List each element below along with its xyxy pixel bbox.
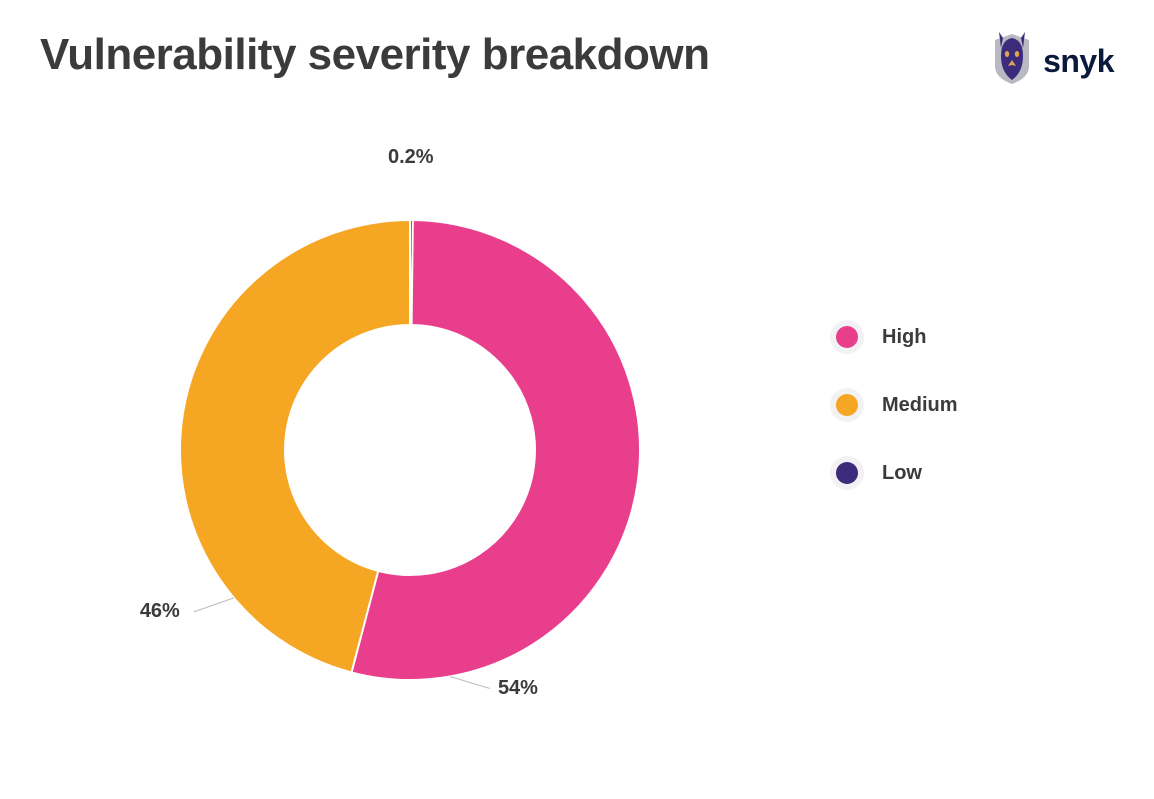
legend-label: Medium [882, 394, 958, 417]
legend-item-low: Low [830, 456, 958, 490]
legend-swatch-high [830, 320, 864, 354]
slice-label: 54% [498, 677, 538, 700]
legend: High Medium Low [830, 320, 958, 490]
legend-item-medium: Medium [830, 388, 958, 422]
slice-label: 46% [140, 600, 180, 623]
legend-label: High [882, 326, 926, 349]
page-title: Vulnerability severity breakdown [40, 30, 710, 80]
legend-swatch-low [830, 456, 864, 490]
brand-logo: snyk [989, 30, 1114, 91]
donut-chart: 0.2%54%46% [150, 150, 710, 750]
brand-name: snyk [1043, 43, 1114, 80]
legend-swatch-dot [836, 326, 858, 348]
legend-swatch-dot [836, 394, 858, 416]
legend-swatch-medium [830, 388, 864, 422]
slice-label: 0.2% [388, 146, 434, 169]
legend-label: Low [882, 462, 922, 485]
legend-swatch-dot [836, 462, 858, 484]
legend-item-high: High [830, 320, 958, 354]
brand-mark-icon [989, 32, 1035, 91]
